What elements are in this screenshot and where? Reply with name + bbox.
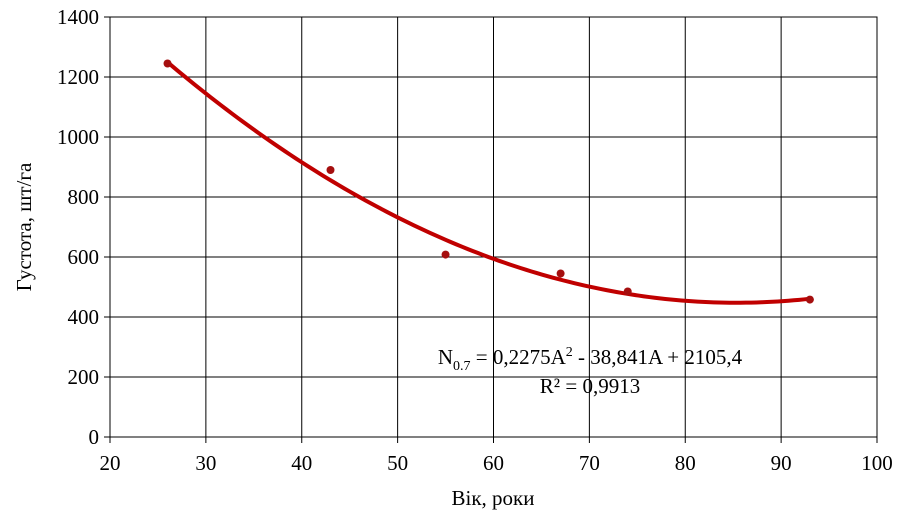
data-point <box>805 295 814 304</box>
y-tick-label: 200 <box>68 365 100 389</box>
x-tick-label: 30 <box>195 451 216 475</box>
equation-superscript: 2 <box>566 345 573 360</box>
r-squared-label: R² = 0,9913 <box>540 374 640 398</box>
equation-lhs: N <box>438 345 453 369</box>
y-tick-label: 800 <box>68 185 100 209</box>
x-tick-label: 20 <box>100 451 121 475</box>
data-points <box>163 59 814 304</box>
y-tick-label: 1400 <box>57 5 99 29</box>
y-tick-label: 1000 <box>57 125 99 149</box>
x-tick-label: 70 <box>579 451 600 475</box>
x-tick-label: 50 <box>387 451 408 475</box>
equation-rhs-1: = 0,2275A <box>471 345 567 369</box>
y-axis-title: Густота, шт/га <box>12 162 36 291</box>
grid <box>109 16 878 438</box>
x-tick-label: 100 <box>861 451 893 475</box>
trendline <box>165 60 812 305</box>
equation-subscript: 0.7 <box>453 359 471 374</box>
x-tick-label: 80 <box>675 451 696 475</box>
y-tick-label: 400 <box>68 305 100 329</box>
y-tick-label: 1200 <box>57 65 99 89</box>
x-tick-label: 90 <box>771 451 792 475</box>
trendline-equation: N0.7 = 0,2275A2 - 38,841A + 2105,4 <box>438 345 743 374</box>
x-axis-title: Вік, роки <box>452 486 535 510</box>
data-point <box>326 166 335 174</box>
data-point <box>441 250 450 259</box>
data-point <box>623 287 632 296</box>
data-point <box>163 59 172 68</box>
equation-rhs-2: - 38,841A + 2105,4 <box>573 345 743 369</box>
x-tick-label: 60 <box>483 451 504 475</box>
x-axis-ticks: 20 30 40 50 60 70 80 90 100 <box>100 437 893 475</box>
x-tick-label: 40 <box>291 451 312 475</box>
y-tick-label: 0 <box>89 425 100 449</box>
y-axis-ticks: 0 200 400 600 800 1000 1200 1400 <box>57 5 110 449</box>
y-tick-label: 600 <box>68 245 100 269</box>
data-point <box>556 269 565 278</box>
